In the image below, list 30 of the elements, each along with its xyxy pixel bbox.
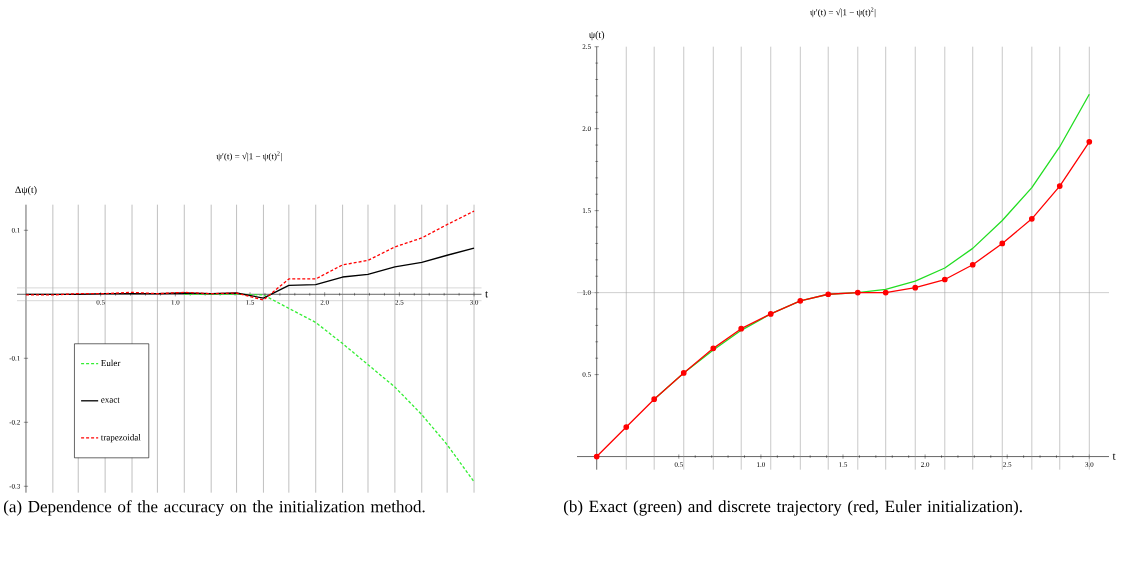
point [969, 261, 976, 268]
point [623, 424, 630, 430]
line-series [25, 210, 475, 301]
point [767, 311, 774, 317]
point [797, 297, 804, 304]
y-axis-title: Δψ(t) [15, 186, 37, 196]
point [1086, 138, 1093, 145]
x-axis-title: t [1112, 453, 1116, 460]
point [854, 289, 861, 296]
point [680, 370, 687, 376]
point [825, 291, 832, 298]
point [593, 453, 600, 460]
x-axis-title: t [485, 291, 489, 298]
point [738, 325, 745, 332]
text: (b) Exact (green) and discrete trajectory (red, Euler initialization). [563, 500, 1022, 516]
point [710, 345, 717, 352]
point [999, 240, 1006, 247]
point [882, 289, 889, 296]
text: (a) Dependence of the accuracy on the initialization method. [3, 500, 425, 516]
point [912, 284, 919, 291]
point [1028, 215, 1035, 222]
chart-title: ψ′(t) = √|1 − ψ(t)$^{2}$| [216, 151, 282, 162]
chart-title: ψ′(t) = √|1 − ψ(t)$^{2}$| [810, 7, 876, 18]
legend-label: exact [101, 397, 120, 403]
y-axis-title: ψ(t) [588, 31, 605, 41]
point [651, 396, 658, 403]
legend-label: Euler [101, 359, 121, 367]
point [1056, 183, 1063, 189]
point [941, 276, 948, 283]
legend-label: trapezoidal [100, 434, 141, 443]
